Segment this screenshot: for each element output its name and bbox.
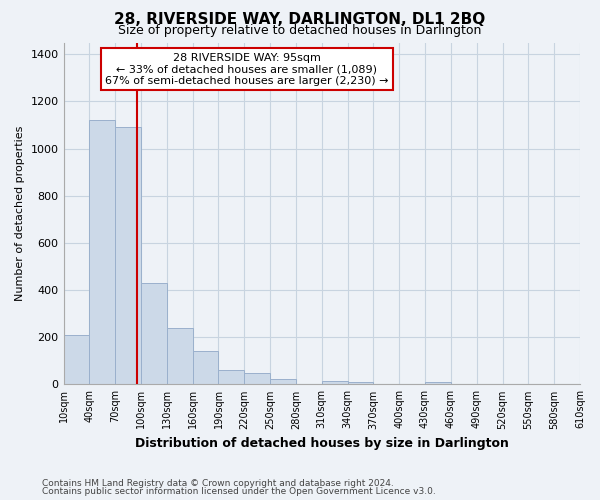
Text: 28 RIVERSIDE WAY: 95sqm
← 33% of detached houses are smaller (1,089)
67% of semi: 28 RIVERSIDE WAY: 95sqm ← 33% of detache… [105,53,389,86]
Bar [347,382,373,384]
Text: Contains HM Land Registry data © Crown copyright and database right 2024.: Contains HM Land Registry data © Crown c… [42,478,394,488]
Text: Size of property relative to detached houses in Darlington: Size of property relative to detached ho… [118,24,482,37]
Bar [322,381,347,384]
Bar [64,335,89,384]
Bar [270,379,296,384]
Bar [89,120,115,384]
Bar [141,283,167,384]
Text: 28, RIVERSIDE WAY, DARLINGTON, DL1 2BQ: 28, RIVERSIDE WAY, DARLINGTON, DL1 2BQ [115,12,485,28]
Text: Contains public sector information licensed under the Open Government Licence v3: Contains public sector information licen… [42,487,436,496]
Bar [167,328,193,384]
Y-axis label: Number of detached properties: Number of detached properties [15,126,25,301]
Bar [218,370,244,384]
Bar [244,374,270,384]
Bar [425,382,451,384]
Bar [115,128,141,384]
X-axis label: Distribution of detached houses by size in Darlington: Distribution of detached houses by size … [135,437,509,450]
Bar [193,352,218,384]
